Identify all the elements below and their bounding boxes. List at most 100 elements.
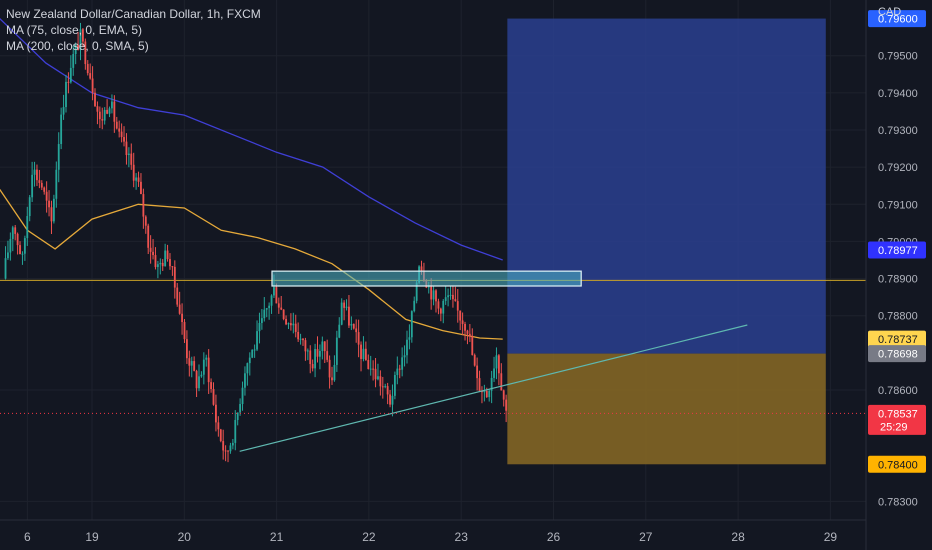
candle-body [234, 419, 237, 443]
symbol-title[interactable]: New Zealand Dollar/Canadian Dollar, 1h, … [6, 7, 261, 21]
candle-body [241, 387, 244, 405]
candle-body [335, 337, 338, 365]
candle-body [461, 320, 464, 324]
candle-body [94, 92, 96, 107]
candle-body [137, 177, 140, 182]
candle-body [152, 251, 154, 256]
price-tick-label: 0.78300 [878, 496, 918, 508]
candle-body [188, 358, 191, 366]
price-label: 0.79600 [868, 10, 926, 28]
candle-body [200, 374, 203, 377]
candle-body [231, 442, 234, 446]
profit-zone[interactable] [507, 18, 826, 354]
price-tick-label: 0.78800 [878, 311, 918, 323]
candle-body [454, 299, 457, 302]
ma75-legend[interactable]: MA (75, close, 0, EMA, 5) [6, 23, 143, 37]
candle-body [210, 382, 213, 390]
candle-body [277, 303, 280, 308]
candle-body [96, 106, 99, 112]
candle-body [65, 81, 67, 108]
price-label-bg [868, 455, 926, 473]
candle-body [31, 174, 34, 198]
candle-body [26, 216, 29, 239]
candle-body [292, 323, 295, 326]
time-tick-label: 22 [362, 530, 376, 544]
candle-body [386, 386, 389, 395]
candle-body [101, 119, 104, 121]
candle-body [340, 302, 343, 325]
candle-body [125, 141, 128, 156]
candle-body [500, 373, 503, 391]
candle-body [79, 29, 82, 51]
candle-body [452, 294, 454, 300]
candle-body [215, 404, 217, 423]
trendline[interactable] [239, 324, 748, 452]
candle-body [169, 259, 171, 267]
candle-body [212, 389, 215, 405]
candle-body [52, 198, 55, 222]
time-tick-label: 19 [85, 530, 99, 544]
candle-body [72, 54, 75, 68]
price-tick-label: 0.78900 [878, 274, 918, 286]
candle-body [185, 339, 188, 359]
candle-body [69, 67, 72, 83]
candle-body [357, 332, 360, 345]
price-label: 0.78977 [868, 241, 926, 259]
candle-body [372, 368, 375, 370]
candle-body [355, 328, 358, 333]
candle-body [502, 390, 505, 400]
candle-body [408, 337, 411, 340]
candle-body [147, 225, 150, 248]
candle-body [447, 295, 450, 298]
candle-body [45, 191, 48, 201]
candle-body [260, 318, 263, 324]
candle-body [374, 368, 377, 380]
candle-body [132, 164, 135, 181]
candle-body [135, 177, 138, 181]
candle-body [21, 253, 24, 255]
candle-body [181, 313, 183, 323]
candle-body [89, 73, 92, 79]
candle-body [439, 308, 442, 314]
candle-body [236, 412, 239, 420]
candle-body [149, 247, 152, 252]
candle-body [190, 361, 193, 366]
candle-body [28, 197, 31, 217]
candle-body [471, 336, 474, 355]
price-tick-label: 0.78600 [878, 385, 918, 397]
candle-body [410, 311, 413, 338]
candle-body [227, 450, 229, 452]
candle-body [67, 81, 70, 83]
candle-body [50, 207, 53, 222]
candle-body [379, 376, 382, 387]
time-tick-label: 21 [270, 530, 284, 544]
candle-body [43, 187, 46, 192]
candle-body [287, 323, 290, 325]
candle-body [16, 233, 19, 246]
candle-body [328, 359, 331, 378]
candle-body [323, 341, 326, 352]
candle-body [193, 361, 196, 371]
candle-body [171, 266, 174, 268]
price-label-text: 0.78737 [878, 334, 918, 346]
candle-body [495, 355, 498, 369]
candle-body [367, 360, 370, 369]
candle-body [57, 144, 60, 170]
candle-body [497, 355, 500, 374]
price-label-text: 0.78977 [878, 245, 918, 257]
resistance-box[interactable] [271, 270, 582, 287]
candle-body [144, 216, 147, 226]
candle-body [62, 107, 65, 115]
candle-body [464, 323, 466, 331]
candle-body [248, 357, 251, 364]
candle-body [273, 287, 275, 296]
ma200-legend[interactable]: MA (200, close, 0, SMA, 5) [6, 39, 149, 53]
long-position-tool[interactable] [507, 18, 826, 465]
candle-body [389, 394, 391, 405]
candle-body [333, 364, 336, 381]
candle-body [9, 238, 12, 253]
loss-zone[interactable] [507, 353, 826, 465]
countdown-text: 25:29 [880, 421, 908, 433]
candle-body [396, 368, 399, 376]
